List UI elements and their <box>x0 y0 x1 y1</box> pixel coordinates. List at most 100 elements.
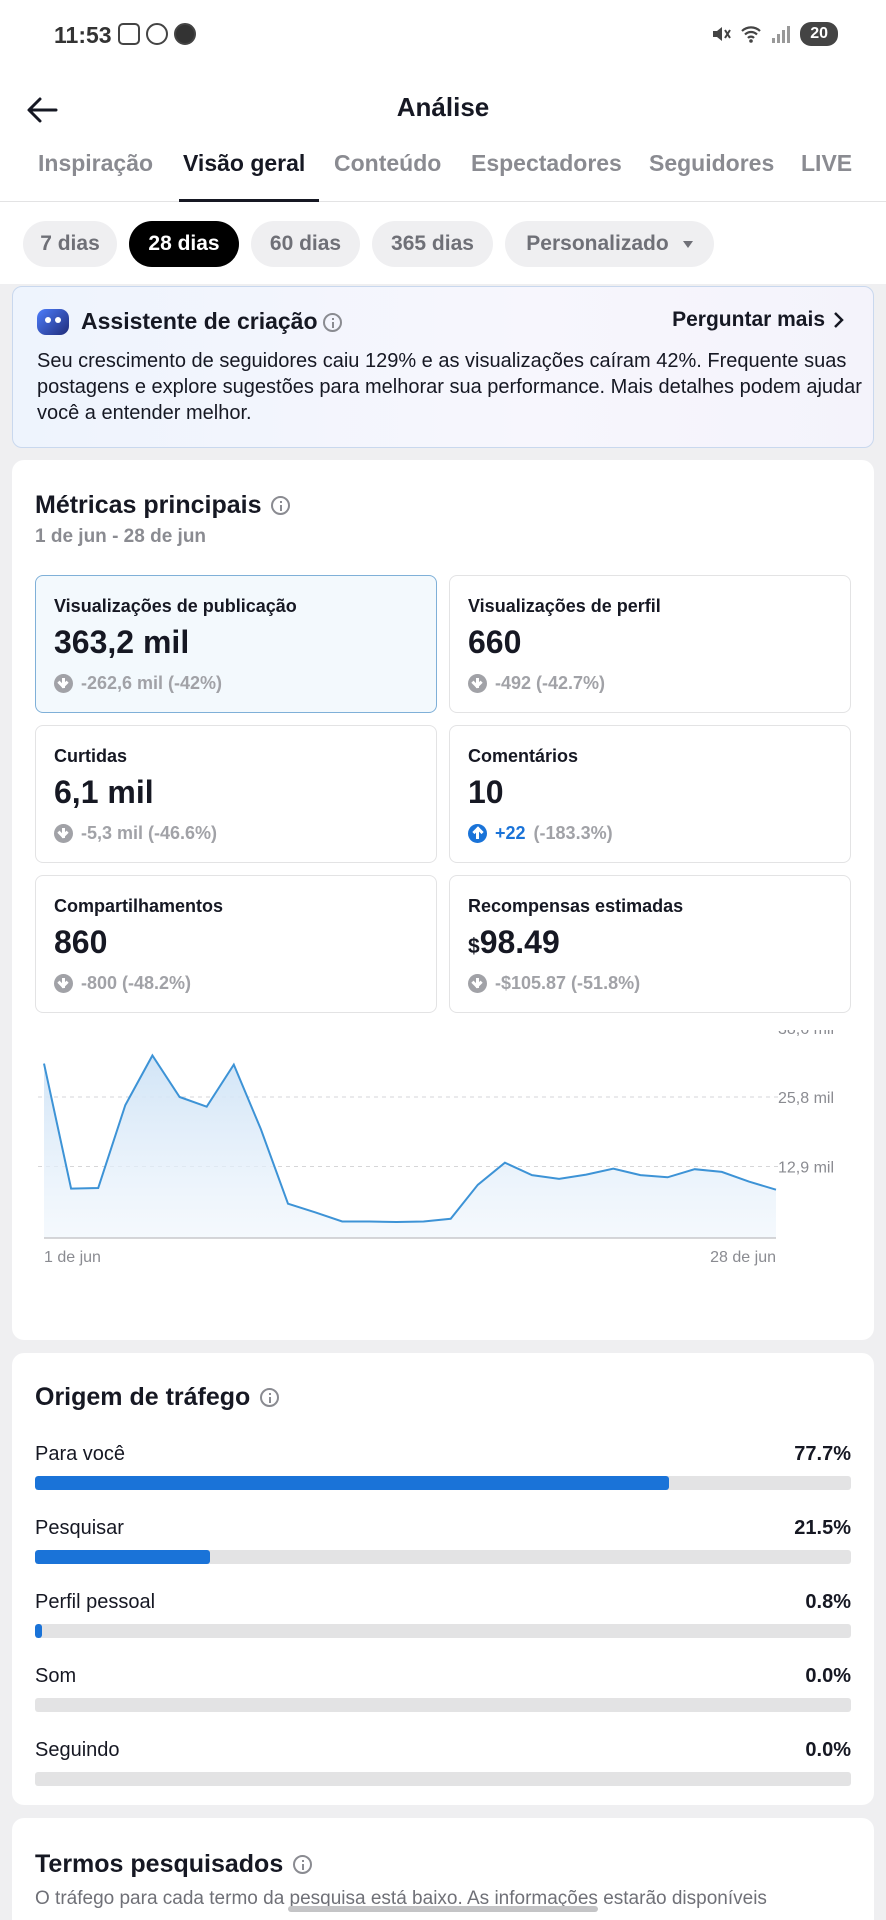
y-tick-label: 12,9 mil <box>778 1159 834 1176</box>
range-28-dias[interactable]: 28 dias <box>129 221 239 267</box>
date-range-selector: 7 dias 28 dias 60 dias 365 dias Personal… <box>0 202 886 284</box>
metric-delta: +22 (-183.3%) <box>468 823 613 844</box>
metric-delta: -5,3 mil (-46.6%) <box>54 823 217 844</box>
info-icon[interactable] <box>260 1388 280 1407</box>
metric-estimated-rewards[interactable]: Recompensas estimadas $98.49 -$105.87 (-… <box>449 875 851 1013</box>
creation-assistant-card: Assistente de criação Perguntar mais Seu… <box>12 286 874 448</box>
info-icon[interactable] <box>293 1855 313 1874</box>
traffic-row: Som 0.0% <box>35 1665 851 1712</box>
whatsapp-icon <box>146 23 168 45</box>
tab-conteudo[interactable]: Conteúdo <box>334 150 442 176</box>
metric-delta: -800 (-48.2%) <box>54 973 191 994</box>
arrow-down-icon <box>54 674 73 693</box>
traffic-bar <box>35 1698 851 1712</box>
traffic-percent: 0.8% <box>805 1591 851 1613</box>
terms-title: Termos pesquisados <box>35 1850 284 1878</box>
traffic-label: Pesquisar <box>35 1517 124 1539</box>
arrow-left-icon <box>27 97 58 123</box>
metric-post-views[interactable]: Visualizações de publicação 363,2 mil -2… <box>35 575 437 713</box>
metric-label: Visualizações de publicação <box>54 596 297 616</box>
chart-area-fill <box>44 1055 776 1238</box>
metric-shares[interactable]: Compartilhamentos 860 -800 (-48.2%) <box>35 875 437 1013</box>
header: Análise Inspiração Visão geral Conteúdo … <box>0 70 886 202</box>
traffic-percent: 0.0% <box>805 1665 851 1687</box>
arrow-down-icon <box>54 824 73 843</box>
metric-delta-text: +22 <box>495 823 526 843</box>
traffic-label: Para você <box>35 1443 126 1465</box>
metric-label: Comentários <box>468 746 579 766</box>
range-personalizado[interactable]: Personalizado <box>505 221 714 267</box>
x-tick-label: 28 de jun <box>710 1249 776 1266</box>
arrow-down-icon <box>54 974 73 993</box>
info-icon[interactable] <box>323 313 342 332</box>
key-metrics-card: Métricas principais 1 de jun - 28 de jun… <box>12 460 874 1340</box>
metric-delta: -262,6 mil (-42%) <box>54 673 222 694</box>
range-label: 28 dias <box>148 232 220 255</box>
metric-value: 363,2 mil <box>54 624 190 660</box>
metric-label: Curtidas <box>54 746 128 766</box>
traffic-percent: 77.7% <box>794 1443 851 1465</box>
info-icon[interactable] <box>271 496 291 515</box>
metric-value: 10 <box>468 774 504 810</box>
traffic-label: Seguindo <box>35 1739 120 1761</box>
x-tick-label: 1 de jun <box>44 1249 101 1266</box>
metric-label: Visualizações de perfil <box>468 596 661 616</box>
metric-comments[interactable]: Comentários 10 +22 (-183.3%) <box>449 725 851 863</box>
ask-more-label: Perguntar mais <box>672 308 825 331</box>
range-7-dias[interactable]: 7 dias <box>23 221 117 267</box>
assistant-text: Seu crescimento de seguidores caiu 129% … <box>37 350 862 424</box>
chart-series-line <box>43 1053 777 1224</box>
range-365-dias[interactable]: 365 dias <box>372 221 493 267</box>
chevron-right-icon <box>834 312 844 328</box>
metric-label: Recompensas estimadas <box>468 896 684 916</box>
traffic-row: Seguindo 0.0% <box>35 1739 851 1786</box>
traffic-bar-fill <box>35 1624 42 1638</box>
status-bar: 11:53 20 <box>0 0 886 70</box>
status-time: 11:53 <box>54 22 112 48</box>
caret-down-icon <box>682 240 693 248</box>
traffic-source-card: Origem de tráfego Para você 77.7% Pesquisa… <box>12 1353 874 1805</box>
system-icons: 20 <box>710 22 838 46</box>
traffic-title: Origem de tráfego <box>35 1383 251 1411</box>
traffic-row: Pesquisar 21.5% <box>35 1517 851 1564</box>
battery-indicator: 20 <box>800 22 838 46</box>
views-trend-chart: 38,6 mil 25,8 mil 12,9 mil 1 de jun 28 de ju… <box>38 1030 834 1266</box>
traffic-percent: 21.5% <box>794 1517 851 1539</box>
y-tick-label: 25,8 mil <box>778 1090 834 1107</box>
app-badge-icon <box>174 23 196 45</box>
signal-icon <box>772 26 791 43</box>
range-label: 60 dias <box>269 232 342 255</box>
traffic-label: Som <box>35 1665 77 1687</box>
back-button[interactable] <box>20 88 64 132</box>
range-label: Personalizado <box>526 232 669 255</box>
traffic-percent: 0.0% <box>805 1739 851 1761</box>
tab-live[interactable]: LIVE <box>801 150 853 176</box>
search-terms-card: Termos pesquisados O tráfego para cada t… <box>12 1818 874 1920</box>
tab-inspiracao[interactable]: Inspiração <box>38 150 154 176</box>
ask-more-button[interactable]: Perguntar mais <box>672 308 845 332</box>
metrics-title: Métricas principais <box>35 491 262 519</box>
tab-bar: Inspiração Visão geral Conteúdo Espectad… <box>0 150 886 202</box>
metric-delta-text: -$105.87 (-51.8%) <box>495 973 641 993</box>
tab-visao-geral[interactable]: Visão geral <box>178 150 320 202</box>
metric-delta-text: -492 (-42.7%) <box>495 673 606 693</box>
tab-espectadores[interactable]: Espectadores <box>471 150 622 176</box>
metric-likes[interactable]: Curtidas 6,1 mil -5,3 mil (-46.6%) <box>35 725 437 863</box>
traffic-bar <box>35 1550 851 1564</box>
metric-label: Compartilhamentos <box>54 896 224 916</box>
traffic-bar <box>35 1772 851 1786</box>
tab-seguidores[interactable]: Seguidores <box>649 150 775 176</box>
page-title: Análise <box>396 92 490 122</box>
metric-value: 860 <box>54 924 108 960</box>
arrow-down-icon <box>468 674 487 693</box>
metric-value: 6,1 mil <box>54 774 154 810</box>
metric-delta-text: -800 (-48.2%) <box>81 973 192 993</box>
terms-heading: Termos pesquisados <box>35 1850 313 1879</box>
traffic-row: Perfil pessoal 0.8% <box>35 1591 851 1638</box>
metrics-date-range: 1 de jun - 28 de jun <box>35 526 207 547</box>
arrow-up-icon <box>468 824 487 843</box>
metric-profile-views[interactable]: Visualizações de perfil 660 -492 (-42.7%… <box>449 575 851 713</box>
range-60-dias[interactable]: 60 dias <box>251 221 360 267</box>
metric-delta-percent: (-183.3%) <box>533 823 613 843</box>
traffic-bar <box>35 1476 851 1490</box>
